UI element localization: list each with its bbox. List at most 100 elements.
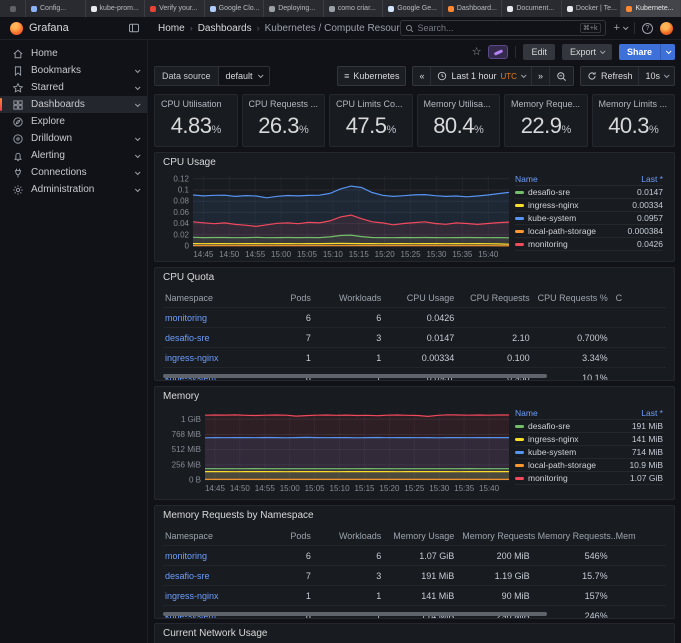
browser-tab[interactable]: Verify your... bbox=[145, 0, 205, 17]
time-shift-forward-button[interactable]: » bbox=[530, 67, 549, 85]
namespace-link[interactable]: desafio-sre bbox=[165, 332, 210, 343]
column-header[interactable]: Namespace bbox=[165, 530, 214, 541]
legend-name-header[interactable]: Name bbox=[515, 174, 538, 184]
zoom-out-button[interactable] bbox=[548, 67, 573, 85]
browser-tab[interactable]: Config... bbox=[26, 0, 86, 17]
grafana-logo-icon[interactable] bbox=[10, 21, 23, 35]
datasource-picker[interactable]: Data source default bbox=[154, 66, 270, 86]
svg-text:15:10: 15:10 bbox=[323, 250, 344, 259]
search-icon bbox=[405, 24, 413, 32]
help-icon[interactable]: ? bbox=[642, 22, 653, 34]
panel-title-memory[interactable]: Memory bbox=[163, 391, 200, 402]
column-header[interactable]: Memory Usage bbox=[393, 530, 455, 541]
sidebar-item-explore[interactable]: Explore bbox=[0, 113, 147, 130]
legend-series-name[interactable]: monitoring bbox=[528, 473, 568, 483]
stat-title[interactable]: CPU Utilisation bbox=[161, 99, 222, 109]
browser-tab[interactable]: Kubernete... bbox=[621, 0, 681, 17]
legend-series-name[interactable]: kube-system bbox=[528, 213, 577, 223]
namespace-link[interactable]: desafio-sre bbox=[165, 570, 210, 581]
browser-tab[interactable]: kube-prom... bbox=[86, 0, 146, 17]
edit-button[interactable]: Edit bbox=[523, 44, 555, 60]
legend-series-name[interactable]: ingress-nginx bbox=[528, 434, 579, 444]
browser-tab[interactable]: Document... bbox=[502, 0, 562, 17]
horizontal-scrollbar[interactable] bbox=[163, 612, 548, 616]
time-shift-back-button[interactable]: « bbox=[419, 71, 425, 81]
share-label[interactable]: Share bbox=[618, 44, 660, 60]
sidebar-toggle-icon[interactable] bbox=[128, 22, 140, 34]
stat-title[interactable]: Memory Limits ... bbox=[598, 99, 668, 109]
column-header[interactable]: Memory Requests... bbox=[537, 530, 616, 541]
sidebar-item-drilldown[interactable]: Drilldown bbox=[0, 130, 147, 147]
panel-title-network-usage[interactable]: Current Network Usage bbox=[163, 628, 268, 639]
sidebar-item-starred[interactable]: Starred bbox=[0, 79, 147, 96]
browser-tab[interactable]: como criar... bbox=[324, 0, 384, 17]
legend-series-name[interactable]: kube-system bbox=[528, 447, 577, 457]
refresh-interval-dropdown[interactable]: 10s bbox=[638, 67, 674, 85]
breadcrumb-dashboards[interactable]: Dashboards bbox=[197, 22, 252, 34]
namespace-link[interactable]: monitoring bbox=[165, 312, 208, 323]
panel-title-cpu-quota[interactable]: CPU Quota bbox=[163, 272, 215, 283]
panel-title-memory-requests[interactable]: Memory Requests by Namespace bbox=[163, 510, 314, 521]
search-input[interactable] bbox=[417, 23, 576, 33]
stat-title[interactable]: CPU Limits Co... bbox=[336, 99, 403, 109]
namespace-link[interactable]: monitoring bbox=[165, 550, 208, 561]
datasource-value[interactable]: default bbox=[218, 67, 269, 85]
sidebar-item-administration[interactable]: Administration bbox=[0, 181, 147, 198]
breadcrumb-home[interactable]: Home bbox=[158, 22, 185, 34]
legend-last-header[interactable]: Last * bbox=[641, 174, 663, 184]
sidebar-item-alerting[interactable]: Alerting bbox=[0, 147, 147, 164]
stat-title[interactable]: Memory Reque... bbox=[511, 99, 581, 109]
add-button[interactable]: + bbox=[614, 22, 629, 34]
sidebar-item-bookmarks[interactable]: Bookmarks bbox=[0, 62, 147, 79]
share-menu-chevron-icon[interactable] bbox=[660, 44, 675, 60]
namespace-link[interactable]: ingress-nginx bbox=[165, 352, 219, 363]
panel-title-cpu-usage[interactable]: CPU Usage bbox=[163, 157, 216, 168]
pinned-tab[interactable] bbox=[0, 0, 26, 17]
table-cell: 157% bbox=[584, 590, 608, 601]
stat-title[interactable]: CPU Requests ... bbox=[248, 99, 319, 109]
horizontal-scrollbar[interactable] bbox=[163, 374, 548, 378]
legend-name-header[interactable]: Name bbox=[515, 408, 538, 418]
stat-title[interactable]: Memory Utilisa... bbox=[423, 99, 491, 109]
column-header[interactable]: Memory Requests bbox=[462, 530, 536, 541]
sidebar-item-dashboards[interactable]: Dashboards bbox=[0, 96, 147, 113]
ai-assistant-button[interactable] bbox=[488, 45, 509, 59]
share-button[interactable]: Share bbox=[618, 44, 675, 60]
column-header[interactable]: Pods bbox=[290, 292, 311, 303]
column-header[interactable]: Pods bbox=[290, 530, 311, 541]
svg-text:1 GiB: 1 GiB bbox=[181, 415, 201, 424]
browser-tab[interactable]: Dashboard... bbox=[443, 0, 503, 17]
legend-series-name[interactable]: ingress-nginx bbox=[528, 200, 579, 210]
column-header[interactable]: CPU Requests bbox=[470, 292, 530, 303]
legend-series-name[interactable]: monitoring bbox=[528, 239, 568, 249]
browser-tab[interactable]: Google Clo... bbox=[205, 0, 265, 17]
user-avatar[interactable] bbox=[660, 21, 673, 35]
legend-series-name[interactable]: local-path-storage bbox=[528, 460, 597, 470]
sidebar-item-home[interactable]: Home bbox=[0, 45, 147, 62]
table-cell: 141 MiB bbox=[421, 590, 455, 601]
kubernetes-filter-button[interactable]: ≡ Kubernetes bbox=[338, 67, 405, 85]
browser-tab[interactable]: Google Ge... bbox=[383, 0, 443, 17]
column-header[interactable]: Workloads bbox=[338, 292, 382, 303]
search-box[interactable]: ⌘+k bbox=[399, 20, 606, 36]
star-icon[interactable]: ☆ bbox=[471, 45, 482, 58]
legend-last-header[interactable]: Last * bbox=[641, 408, 663, 418]
column-header[interactable]: Namespace bbox=[165, 292, 214, 303]
browser-tab[interactable]: Deploying... bbox=[264, 0, 324, 17]
sidebar-item-connections[interactable]: Connections bbox=[0, 164, 147, 181]
svg-text:15:00: 15:00 bbox=[271, 250, 292, 259]
namespace-link[interactable]: ingress-nginx bbox=[165, 590, 219, 601]
export-button[interactable]: Export bbox=[561, 44, 612, 60]
legend-series-name[interactable]: desafio-sre bbox=[528, 187, 571, 197]
column-header[interactable]: C bbox=[615, 292, 623, 303]
column-header[interactable]: Workloads bbox=[338, 530, 382, 541]
column-header[interactable]: CPU Usage bbox=[406, 292, 455, 303]
browser-tab[interactable]: Docker | Te... bbox=[562, 0, 622, 17]
legend-series-name[interactable]: desafio-sre bbox=[528, 421, 571, 431]
legend-series-name[interactable]: local-path-storage bbox=[528, 226, 597, 236]
refresh-button[interactable]: Refresh bbox=[581, 67, 639, 85]
column-header[interactable]: Mem bbox=[615, 530, 636, 541]
time-range-picker[interactable]: Last 1 hour UTC bbox=[430, 67, 530, 85]
table-row: desafio-sre 7 3 191 MiB 1.19 GiB 15.7% bbox=[163, 566, 666, 586]
column-header[interactable]: CPU Requests % bbox=[537, 292, 608, 303]
